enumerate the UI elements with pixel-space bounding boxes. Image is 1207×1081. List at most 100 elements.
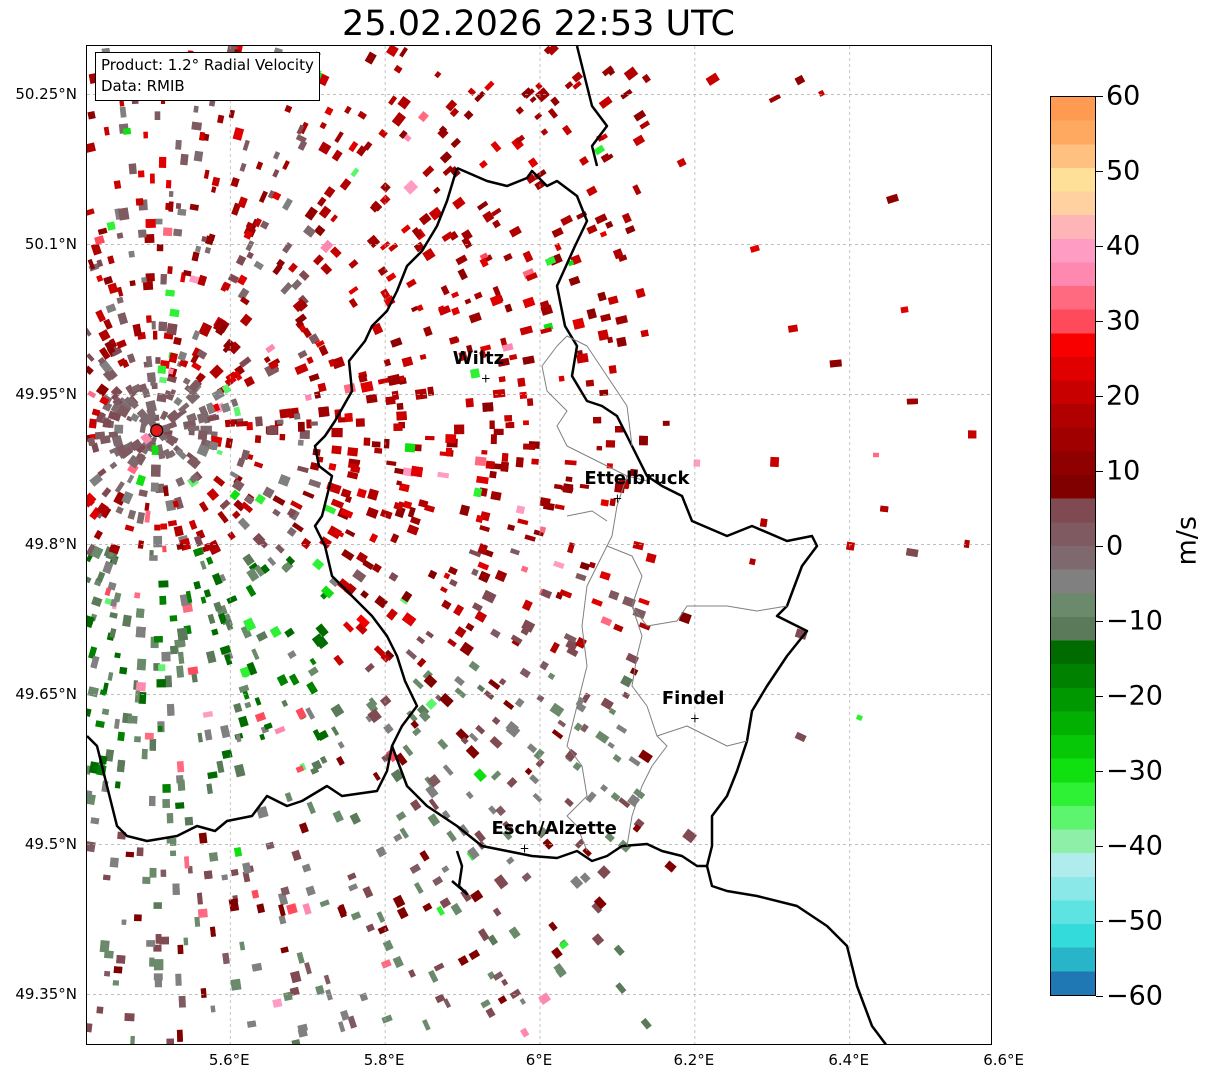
- velocity-bin: [154, 976, 163, 988]
- velocity-bin: [228, 109, 235, 119]
- velocity-bin: [127, 715, 138, 724]
- velocity-bin: [608, 365, 617, 374]
- velocity-bin: [116, 404, 130, 418]
- velocity-bin: [428, 970, 439, 983]
- velocity-bin: [337, 741, 345, 749]
- velocity-bin: [253, 461, 264, 469]
- velocity-bin: [227, 373, 237, 384]
- velocity-bin: [272, 998, 283, 1008]
- velocity-bin: [149, 738, 157, 751]
- colorbar-tick-mark: [1096, 621, 1103, 622]
- velocity-bin: [161, 651, 171, 662]
- velocity-bin: [614, 425, 624, 433]
- velocity-bin: [233, 846, 243, 857]
- velocity-bin: [542, 838, 554, 850]
- velocity-bin: [553, 962, 566, 977]
- velocity-bin: [110, 598, 118, 607]
- velocity-bin: [378, 128, 388, 139]
- velocity-bin: [268, 360, 279, 370]
- velocity-bin: [197, 908, 208, 918]
- velocity-bin: [146, 315, 152, 323]
- velocity-bin: [478, 570, 491, 583]
- velocity-bin: [401, 356, 414, 368]
- velocity-bin: [185, 389, 201, 405]
- colorbar-tick-label: 20: [1106, 380, 1141, 412]
- velocity-bin: [615, 724, 628, 734]
- velocity-bin: [239, 313, 253, 327]
- velocity-bin: [202, 710, 214, 718]
- velocity-bin: [211, 388, 225, 401]
- velocity-bin: [279, 433, 286, 441]
- velocity-bin: [428, 206, 443, 221]
- velocity-echo-layer: [87, 46, 977, 1044]
- velocity-bin: [484, 80, 495, 92]
- velocity-bin: [393, 423, 403, 431]
- velocity-bin: [968, 430, 977, 439]
- velocity-bin: [906, 398, 919, 405]
- velocity-bin: [349, 812, 361, 825]
- velocity-bin: [175, 476, 185, 487]
- velocity-bin: [591, 598, 603, 607]
- velocity-bin: [157, 365, 167, 374]
- velocity-bin: [182, 377, 191, 386]
- velocity-bin: [454, 424, 465, 435]
- velocity-bin: [294, 363, 309, 376]
- velocity-bin: [664, 860, 677, 873]
- velocity-bin: [144, 732, 154, 740]
- velocity-bin: [160, 869, 167, 877]
- velocity-bin: [505, 720, 519, 735]
- velocity-bin: [450, 137, 461, 148]
- velocity-bin: [372, 771, 381, 781]
- velocity-bin: [116, 286, 124, 297]
- velocity-bin: [306, 356, 314, 364]
- velocity-bin: [222, 952, 230, 965]
- velocity-bin: [230, 978, 242, 991]
- velocity-bin: [99, 396, 110, 406]
- velocity-bin: [565, 476, 573, 482]
- velocity-bin: [91, 408, 101, 417]
- velocity-bin: [506, 777, 518, 788]
- velocity-bin: [317, 382, 327, 393]
- velocity-bin: [505, 421, 515, 429]
- velocity-bin: [90, 242, 102, 256]
- velocity-bin: [115, 506, 124, 515]
- velocity-bin: [538, 992, 552, 1005]
- velocity-bin: [534, 87, 551, 103]
- velocity-bin: [612, 248, 624, 260]
- velocity-bin: [284, 627, 295, 638]
- velocity-bin: [564, 81, 574, 90]
- city-label: Esch/Alzette: [491, 817, 617, 839]
- velocity-bin: [468, 732, 479, 743]
- velocity-bin: [255, 416, 263, 427]
- velocity-bin: [638, 597, 650, 606]
- lat-tick-label: 49.35°N: [15, 984, 77, 1003]
- city-marker: +: [690, 712, 700, 726]
- velocity-bin: [136, 847, 144, 857]
- velocity-bin: [579, 561, 591, 571]
- velocity-bin: [187, 666, 199, 676]
- velocity-bin: [460, 736, 469, 745]
- velocity-bin: [403, 500, 413, 509]
- colorbar: [1050, 96, 1096, 996]
- map-area[interactable]: + + + +: [86, 45, 992, 1045]
- velocity-bin: [280, 282, 293, 295]
- velocity-bin: [219, 645, 232, 655]
- velocity-bin: [90, 817, 100, 825]
- velocity-bin: [245, 240, 255, 252]
- velocity-bin: [136, 453, 146, 464]
- velocity-bin: [107, 750, 113, 759]
- velocity-bin: [173, 228, 183, 237]
- velocity-bin: [905, 548, 919, 558]
- velocity-bin: [216, 760, 225, 774]
- velocity-bin: [125, 851, 135, 858]
- velocity-bin: [113, 491, 128, 506]
- velocity-bin: [302, 902, 312, 915]
- velocity-bin: [604, 832, 615, 843]
- velocity-bin: [204, 542, 212, 552]
- velocity-bin: [306, 419, 312, 429]
- gridlines: [87, 46, 991, 1044]
- velocity-bin: [600, 784, 608, 792]
- velocity-bin: [575, 636, 587, 649]
- velocity-bin: [369, 533, 379, 543]
- velocity-bin: [336, 578, 351, 592]
